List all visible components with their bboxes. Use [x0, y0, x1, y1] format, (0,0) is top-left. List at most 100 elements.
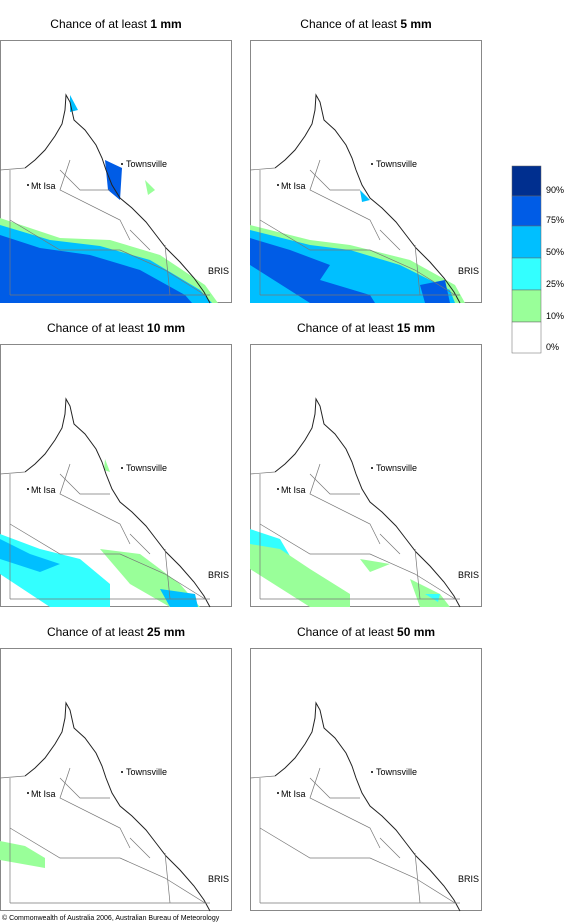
place-dot — [277, 488, 279, 490]
legend-label: 25% — [546, 279, 564, 289]
border — [379, 837, 401, 859]
place-dot — [27, 488, 29, 490]
legend-label: 90% — [546, 185, 564, 195]
legend-swatch — [511, 257, 542, 291]
place-label: Townsville — [126, 159, 167, 169]
place-label: Mt Isa — [31, 181, 56, 191]
rain-area — [360, 559, 390, 572]
border — [414, 852, 421, 904]
place-label: BRIS — [208, 570, 229, 580]
panel-title: Chance of at least 50 mm — [297, 625, 435, 639]
coastline — [24, 701, 211, 912]
place-dot — [371, 163, 373, 165]
footer: © Commonwealth of Australia 2006, Austra… — [2, 914, 220, 922]
map-panel: Chance of at least 25 mm Townsville Mt Isa… — [0, 625, 232, 912]
border — [129, 533, 151, 555]
border — [309, 473, 360, 495]
legend-label: 75% — [546, 215, 564, 225]
title-prefix: Chance of at least — [47, 321, 147, 335]
place-label: Townsville — [376, 767, 417, 777]
legend-label: 10% — [546, 311, 564, 321]
border — [309, 767, 381, 849]
coastline — [274, 93, 461, 304]
title-prefix: Chance of at least — [47, 625, 147, 639]
place-label: Townsville — [376, 463, 417, 473]
border — [129, 229, 151, 251]
border — [129, 837, 151, 859]
border — [309, 463, 381, 545]
border — [0, 471, 26, 475]
place-label: Mt Isa — [31, 485, 56, 495]
place-dot — [121, 467, 123, 469]
rain-area — [145, 180, 155, 195]
legend-swatch — [511, 321, 542, 354]
border — [59, 767, 131, 849]
border — [414, 548, 421, 600]
rain-area — [0, 534, 110, 607]
place-label: Mt Isa — [281, 789, 306, 799]
title-prefix: Chance of at least — [297, 625, 397, 639]
panel-title: Chance of at least 25 mm — [47, 625, 185, 639]
border — [309, 159, 381, 241]
rain-area — [410, 579, 450, 607]
border — [164, 852, 171, 904]
border — [0, 775, 26, 779]
panel-title: Chance of at least 5 mm — [300, 17, 431, 31]
border — [379, 533, 401, 555]
place-dot — [277, 184, 279, 186]
coastline — [24, 397, 211, 608]
border — [259, 219, 456, 296]
border — [9, 523, 206, 600]
rain-area — [70, 95, 78, 112]
rain-area — [104, 459, 110, 472]
title-amount: 25 mm — [147, 625, 185, 639]
title-amount: 15 mm — [397, 321, 435, 335]
place-label: BRIS — [458, 570, 479, 580]
border — [59, 473, 110, 495]
legend-swatch — [511, 165, 542, 197]
border — [9, 219, 206, 296]
place-label: BRIS — [458, 266, 479, 276]
map-panel: Chance of at least 50 mm Townsville Mt Isa… — [249, 625, 482, 912]
panel-title: Chance of at least 10 mm — [47, 321, 185, 335]
border — [59, 169, 110, 191]
place-label: Mt Isa — [281, 181, 306, 191]
place-label: Mt Isa — [281, 485, 306, 495]
rain-area — [250, 544, 350, 607]
border — [249, 471, 276, 475]
title-amount: 10 mm — [147, 321, 185, 335]
border — [59, 463, 131, 545]
place-label: BRIS — [458, 874, 479, 884]
border — [309, 777, 360, 799]
map-panel: Chance of at least 1 mm Townsville Mt Isa B… — [0, 17, 232, 304]
border — [259, 827, 456, 904]
place-dot — [27, 184, 29, 186]
border — [164, 548, 171, 600]
legend-swatch — [511, 195, 542, 227]
place-label: Townsville — [376, 159, 417, 169]
border — [249, 167, 276, 171]
title-amount: 50 mm — [397, 625, 435, 639]
coastline — [274, 397, 461, 608]
rain-area — [250, 238, 375, 303]
title-prefix: Chance of at least — [297, 321, 397, 335]
border — [379, 229, 401, 251]
border — [164, 244, 171, 296]
border — [59, 159, 131, 241]
legend-swatch — [511, 289, 542, 323]
map-panel: Chance of at least 15 mm Townsville Mt Isa… — [249, 321, 482, 608]
border — [309, 169, 360, 191]
place-dot — [371, 467, 373, 469]
border — [249, 775, 276, 779]
legend-label: 0% — [546, 342, 559, 352]
rain-area — [420, 280, 450, 303]
title-prefix: Chance of at least — [300, 17, 400, 31]
legend-swatch — [511, 225, 542, 259]
map-frame — [250, 648, 482, 911]
border — [259, 523, 456, 600]
place-dot — [121, 771, 123, 773]
place-label: Mt Isa — [31, 789, 56, 799]
panel-title: Chance of at least 15 mm — [297, 321, 435, 335]
rain-area — [360, 190, 370, 202]
coastline — [24, 93, 211, 304]
